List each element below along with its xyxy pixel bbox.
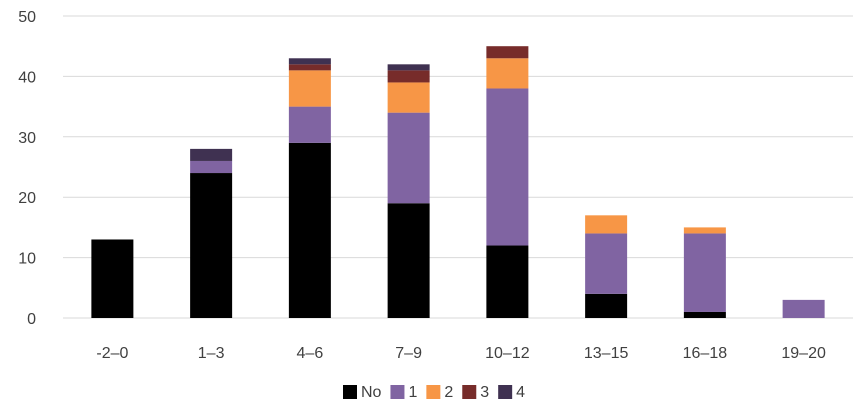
y-tick-label: 30 — [18, 130, 36, 147]
bar-segment — [288, 64, 331, 71]
y-tick-label: 50 — [18, 9, 36, 26]
legend-label: 4 — [516, 384, 525, 401]
x-tick-label: 13–15 — [584, 345, 629, 362]
bar-segment — [190, 173, 233, 318]
x-tick-label: 1–3 — [198, 345, 225, 362]
bar-segment — [486, 46, 529, 59]
legend-swatch — [426, 385, 441, 399]
bar-segment — [585, 215, 628, 234]
bar-segment — [585, 293, 628, 318]
bars — [91, 46, 825, 318]
x-tick-label: -2–0 — [96, 345, 128, 362]
bar-segment — [387, 70, 430, 83]
bar-segment — [387, 82, 430, 113]
x-tick-label: 10–12 — [485, 345, 530, 362]
y-tick-label: 10 — [18, 251, 36, 268]
bar-segment — [288, 106, 331, 143]
bar-segment — [190, 148, 233, 161]
x-tick-label: 7–9 — [395, 345, 422, 362]
bar-segment — [683, 233, 726, 312]
bar-segment — [387, 203, 430, 318]
bar-segment — [486, 58, 529, 89]
bar-segment — [91, 239, 134, 318]
legend-label: 2 — [444, 384, 453, 401]
legend-swatch — [462, 385, 477, 399]
y-tick-label: 20 — [18, 190, 36, 207]
legend-swatch — [498, 385, 513, 399]
legend-label: No — [361, 384, 382, 401]
bar-segment — [288, 70, 331, 107]
legend-swatch — [390, 385, 405, 399]
y-tick-label: 40 — [18, 69, 36, 86]
bar-segment — [288, 142, 331, 318]
legend-label: 1 — [408, 384, 417, 401]
x-tick-label: 4–6 — [297, 345, 324, 362]
x-axis-ticks: -2–0 1–3 4–6 7–9 10–12 13–15 16–18 19–20 — [96, 345, 826, 362]
bar-segment — [486, 88, 529, 246]
bar-segment — [387, 64, 430, 71]
bar-segment — [387, 112, 430, 204]
y-axis-ticks: 0 10 20 30 40 50 — [18, 9, 36, 328]
bar-segment — [683, 227, 726, 234]
gridlines — [63, 15, 853, 319]
y-tick-label: 0 — [27, 311, 36, 328]
bar-segment — [288, 58, 331, 65]
bar-segment — [190, 160, 233, 174]
legend-label: 3 — [480, 384, 489, 401]
legend-swatch — [343, 385, 357, 399]
bar-segment — [486, 245, 529, 318]
bar-segment — [585, 233, 628, 294]
bar-segment — [683, 311, 726, 318]
x-tick-label: 16–18 — [683, 345, 728, 362]
bar-segment — [782, 299, 825, 318]
legend: No 1 2 3 4 — [343, 384, 525, 401]
x-tick-label: 19–20 — [781, 345, 826, 362]
